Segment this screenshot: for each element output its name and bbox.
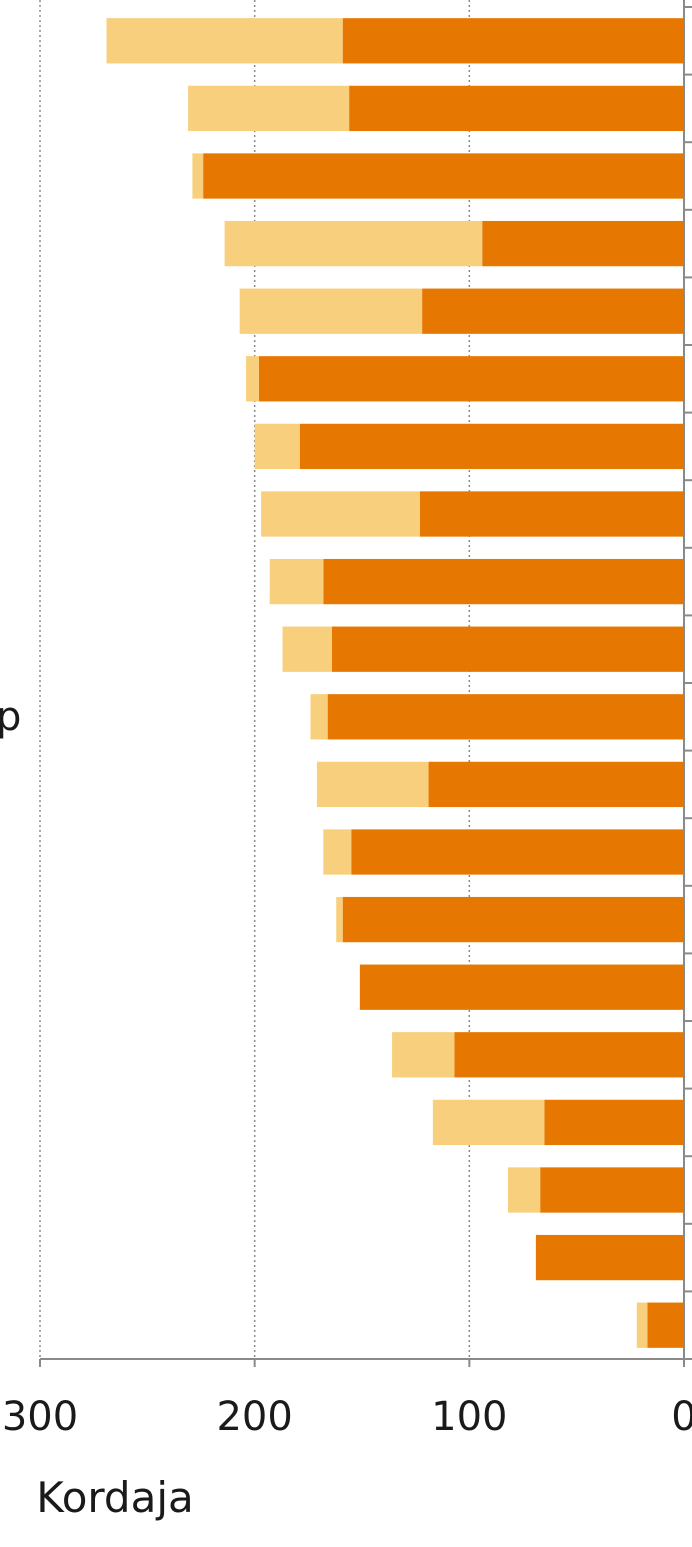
- bar-series-1-5: [422, 288, 684, 334]
- bar-series-1-12: [428, 761, 684, 808]
- bar-series-2-20: [636, 1302, 648, 1348]
- bar-series-2-16: [392, 1032, 455, 1078]
- bar-series-1-18: [540, 1167, 684, 1213]
- bar-series-2-3: [192, 153, 204, 199]
- bar-series-1-9: [323, 558, 684, 605]
- x-tick-label-0: 0: [671, 1394, 692, 1440]
- bar-series-2-10: [282, 626, 332, 672]
- bar-series-1-3: [203, 153, 684, 199]
- x-axis-title: Kordaja: [36, 1473, 193, 1522]
- x-tick-labels: 0 100 200 300: [2, 1394, 692, 1440]
- bar-series-1-11: [327, 694, 684, 740]
- grid-lines: [39, 0, 471, 1359]
- x-tick-label-100: 100: [431, 1394, 507, 1440]
- bar-series-1-17: [544, 1099, 684, 1146]
- bar-series-1-14: [342, 896, 684, 943]
- bar-series-1-4: [482, 220, 684, 267]
- truncated-category-label: p: [0, 694, 21, 740]
- bar-series-2-14: [336, 896, 343, 943]
- bar-series-2-8: [261, 491, 420, 537]
- bar-series-2-17: [432, 1099, 545, 1146]
- bar-series-2-6: [246, 356, 259, 402]
- bar-series-2-2: [188, 85, 350, 132]
- bar-series-2-13: [323, 829, 352, 875]
- bar-series-1-19: [535, 1234, 684, 1281]
- bar-series-1-2: [349, 85, 684, 132]
- bar-series-2-7: [254, 423, 300, 470]
- bar-series-1-20: [647, 1302, 684, 1348]
- bar-series-1-1: [342, 18, 684, 64]
- bar-series-1-16: [454, 1032, 684, 1078]
- bar-series-2-12: [316, 761, 429, 808]
- x-tick-label-200: 200: [216, 1394, 292, 1440]
- bar-series-2-1: [106, 18, 343, 64]
- x-tick-label-300: 300: [2, 1394, 78, 1440]
- bar-series-2-9: [269, 558, 324, 605]
- bar-series-1-10: [331, 626, 684, 672]
- bar-series-1-13: [351, 829, 684, 875]
- bar-series-2-11: [310, 694, 328, 740]
- bar-series-2-18: [507, 1167, 541, 1213]
- bar-series-1-8: [419, 491, 684, 537]
- bar-series-2-5: [239, 288, 423, 334]
- bar-series-1-7: [299, 423, 684, 470]
- bar-series-2-4: [224, 220, 483, 267]
- bars: [106, 18, 684, 1348]
- bar-series-1-6: [258, 356, 684, 402]
- bar-series-1-15: [359, 964, 684, 1010]
- axes: [39, 0, 692, 1367]
